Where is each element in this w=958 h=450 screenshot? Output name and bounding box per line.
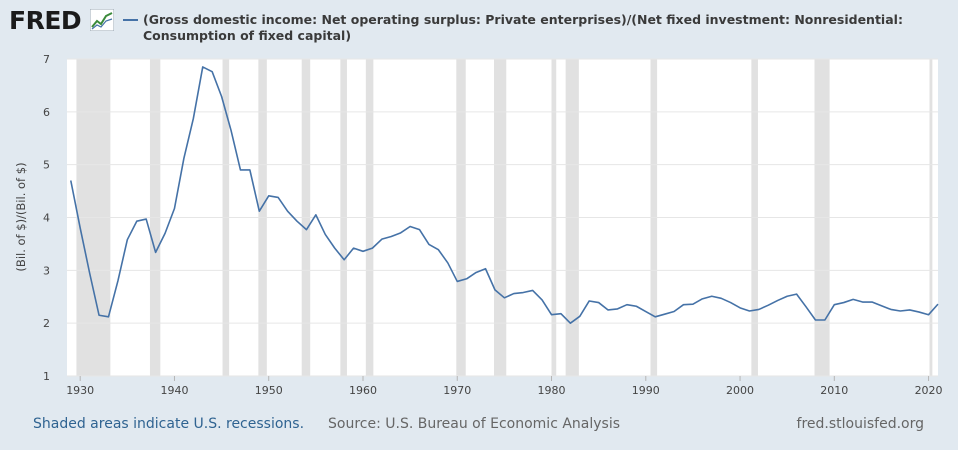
recession-note-link[interactable]: Shaded areas indicate U.S. recessions. [33,416,305,432]
y-axis-ticks: 1 2 3 4 5 6 7 [43,53,50,383]
x-tick-label: 1940 [160,384,188,397]
site-url[interactable]: fred.stlouisfed.org [796,416,924,432]
chart-title: (Gross domestic income: Net operating su… [143,12,903,43]
chart-header: FRED (Gross domestic income: Net operati… [0,0,958,50]
y-tick-label: 7 [43,53,50,66]
y-tick-label: 5 [43,159,50,172]
y-tick-label: 4 [43,212,50,225]
line-chart-icon [90,9,114,31]
x-tick-label: 1980 [538,384,566,397]
y-tick-label: 1 [43,370,50,383]
x-axis-ticks: 1930 1940 1950 1960 1970 1980 1990 2000 2010 2020 [66,376,943,397]
fred-logo[interactable]: FRED [9,6,82,35]
y-tick-label: 2 [43,317,50,330]
gridlines [67,58,938,377]
y-axis-label: (Bil. of $)/(Bil. of $) [14,162,28,271]
y-tick-label: 6 [43,106,50,119]
x-tick-label: 1950 [255,384,283,397]
x-tick-label: 1990 [632,384,660,397]
x-tick-label: 2020 [915,384,943,397]
source-text: Source: U.S. Bureau of Economic Analysis [328,416,621,432]
legend-swatch [123,19,138,21]
x-tick-label: 2010 [820,384,848,397]
x-tick-label: 2000 [726,384,754,397]
x-tick-label: 1970 [443,384,471,397]
x-tick-label: 1960 [349,384,377,397]
series-line[interactable] [69,66,939,324]
y-tick-label: 3 [43,264,50,277]
x-tick-label: 1930 [66,384,94,397]
